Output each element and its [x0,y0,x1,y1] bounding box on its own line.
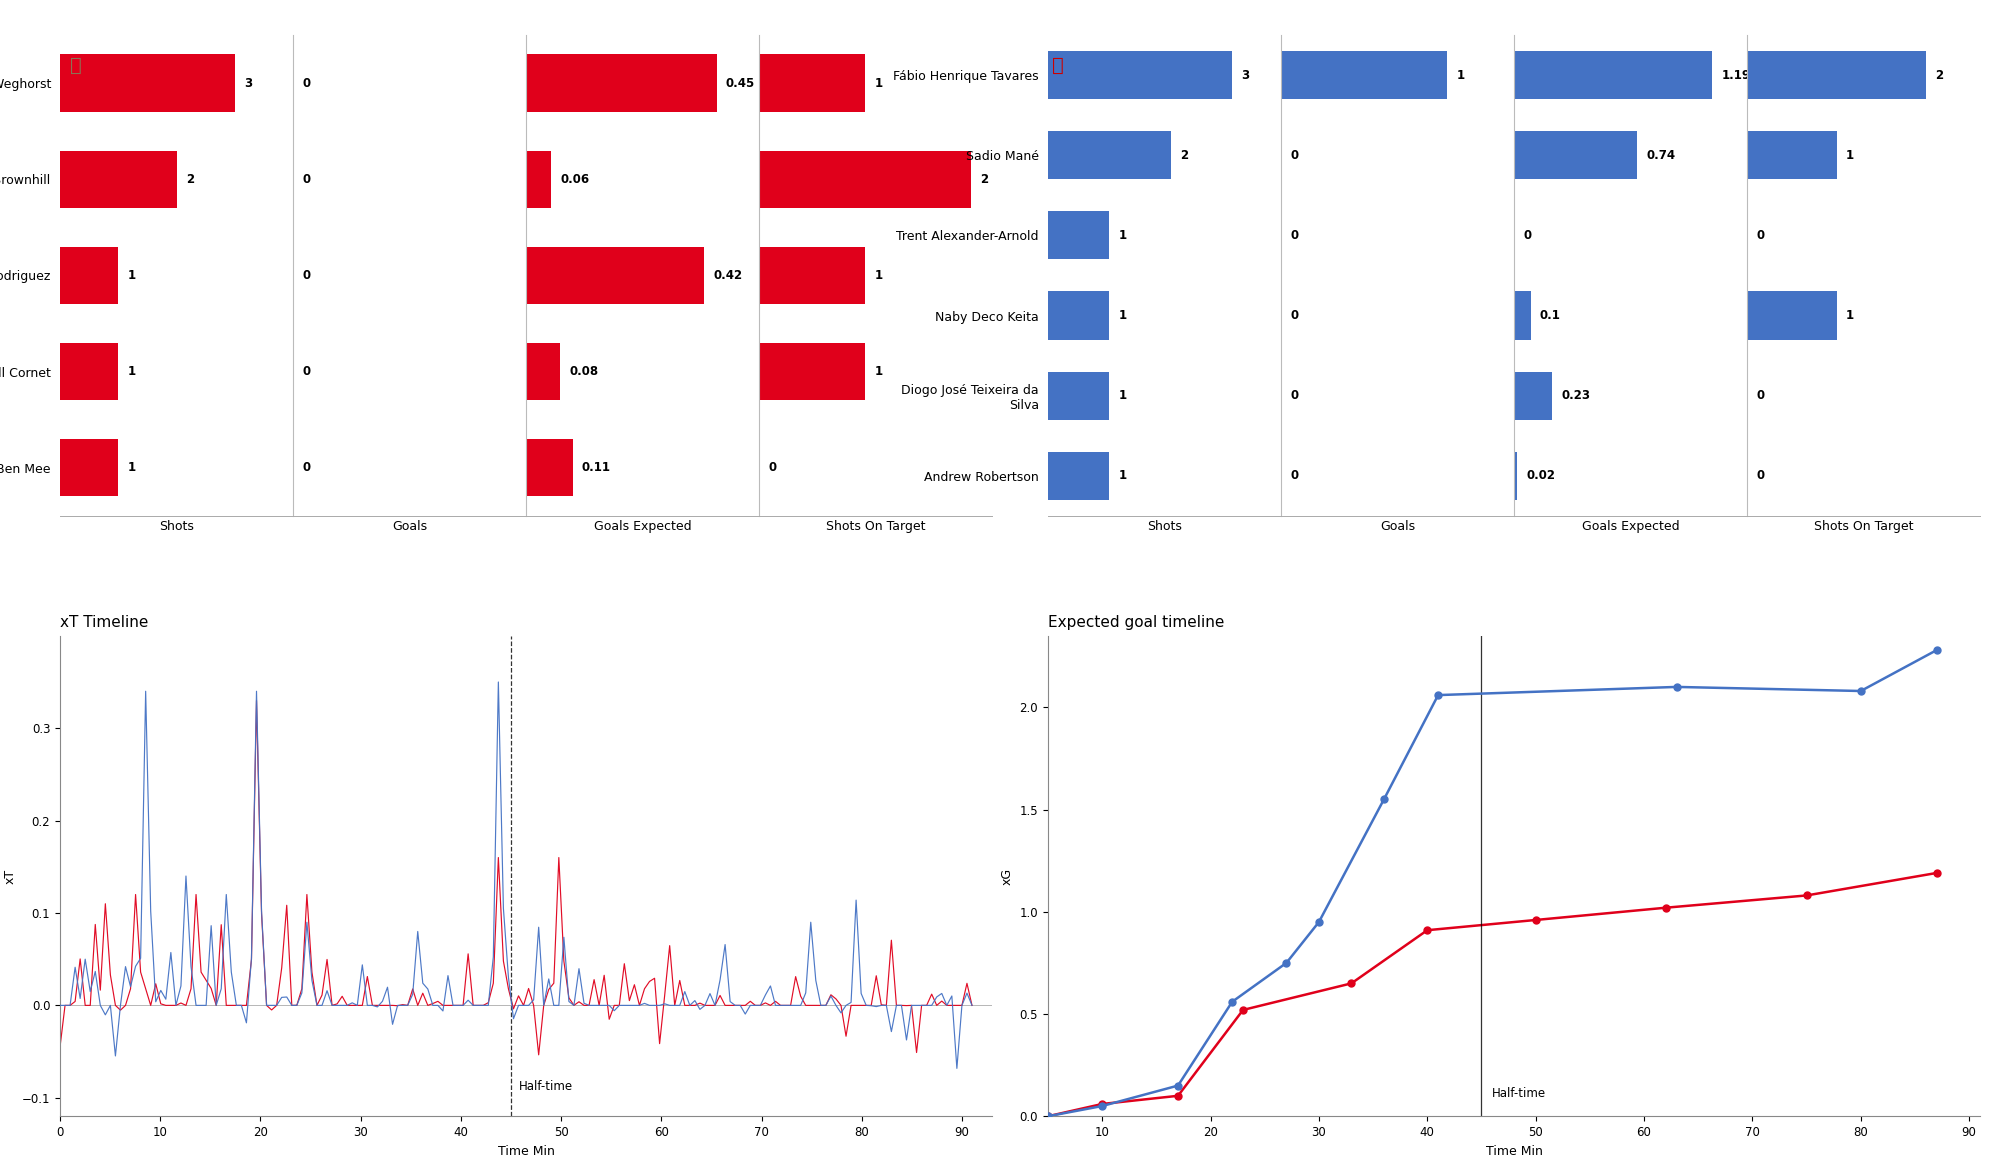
Bar [60,54,234,112]
Text: 0: 0 [768,461,776,475]
Text: 0.1: 0.1 [1540,309,1560,322]
X-axis label: Goals: Goals [392,519,428,532]
Text: 0: 0 [1756,229,1764,242]
Bar [1514,371,1552,419]
Bar [526,438,572,497]
Bar [1048,132,1170,180]
Text: 1: 1 [128,365,136,378]
Text: 0.08: 0.08 [570,365,598,378]
Text: 3: 3 [244,76,252,89]
Bar [60,247,118,304]
Bar [1514,451,1518,499]
Text: 1: 1 [1846,309,1854,322]
Text: 1: 1 [1118,309,1126,322]
Text: 0: 0 [302,173,310,186]
Text: 0.42: 0.42 [714,269,742,282]
X-axis label: Goals: Goals [1380,519,1416,532]
X-axis label: Time Min: Time Min [498,1144,554,1157]
X-axis label: Shots On Target: Shots On Target [826,519,926,532]
Bar [526,343,560,401]
Y-axis label: xT: xT [4,868,16,884]
Text: 2: 2 [980,173,988,186]
Bar [1514,132,1638,180]
X-axis label: Shots On Target: Shots On Target [1814,519,1914,532]
Text: 0.06: 0.06 [560,173,590,186]
Text: 1: 1 [128,461,136,475]
Text: 0: 0 [302,461,310,475]
X-axis label: Time Min: Time Min [1486,1144,1542,1157]
X-axis label: Goals Expected: Goals Expected [594,519,692,532]
Bar [526,54,716,112]
Text: 0: 0 [1290,469,1298,482]
Text: 0: 0 [302,76,310,89]
Text: 1: 1 [1118,389,1126,402]
Text: 0.02: 0.02 [1526,469,1556,482]
Text: 2: 2 [186,173,194,186]
Text: 0: 0 [1290,309,1298,322]
Text: 2: 2 [1180,149,1188,162]
Bar [1746,291,1836,340]
Bar [1280,52,1448,100]
Text: 1: 1 [1846,149,1854,162]
Text: 1: 1 [874,365,882,378]
Bar [1514,52,1712,100]
Bar [760,247,864,304]
X-axis label: Shots: Shots [1148,519,1182,532]
Text: 3: 3 [1242,69,1250,82]
Text: 0: 0 [302,365,310,378]
Text: 0.45: 0.45 [726,76,756,89]
Bar [526,150,552,208]
Text: 0: 0 [1756,469,1764,482]
Text: Half-time: Half-time [1492,1087,1546,1100]
Text: 0: 0 [1290,229,1298,242]
Text: Half-time: Half-time [520,1080,574,1093]
Text: 0: 0 [302,269,310,282]
Text: 0: 0 [1756,389,1764,402]
Text: 2: 2 [1936,69,1944,82]
Bar [1048,52,1232,100]
Text: 0: 0 [1290,389,1298,402]
Bar [1514,291,1530,340]
Text: 0: 0 [1290,149,1298,162]
Bar [760,54,864,112]
Text: 0.74: 0.74 [1646,149,1676,162]
Bar [60,150,176,208]
Text: 0.23: 0.23 [1562,389,1590,402]
Text: 1: 1 [1118,469,1126,482]
Text: ⚽: ⚽ [70,56,82,75]
Bar [760,343,864,401]
Text: ⚽: ⚽ [1052,56,1064,75]
Text: 1: 1 [1118,229,1126,242]
X-axis label: Shots: Shots [160,519,194,532]
X-axis label: Goals Expected: Goals Expected [1582,519,1680,532]
Text: xT Timeline: xT Timeline [60,616,148,631]
Bar [1048,212,1110,260]
Text: 1: 1 [128,269,136,282]
Text: 1: 1 [1456,69,1464,82]
Bar [1746,52,1926,100]
Bar [526,247,704,304]
Bar [60,438,118,497]
Y-axis label: xG: xG [1002,867,1014,885]
Text: 0.11: 0.11 [582,461,610,475]
Bar [1048,371,1110,419]
Bar [1048,451,1110,499]
Text: 1: 1 [874,269,882,282]
Bar [60,343,118,401]
Bar [1048,291,1110,340]
Text: Expected goal timeline: Expected goal timeline [1048,616,1224,631]
Bar [1746,132,1836,180]
Bar [760,150,970,208]
Text: 0: 0 [1524,229,1532,242]
Text: 1: 1 [874,76,882,89]
Text: 1.19: 1.19 [1722,69,1750,82]
